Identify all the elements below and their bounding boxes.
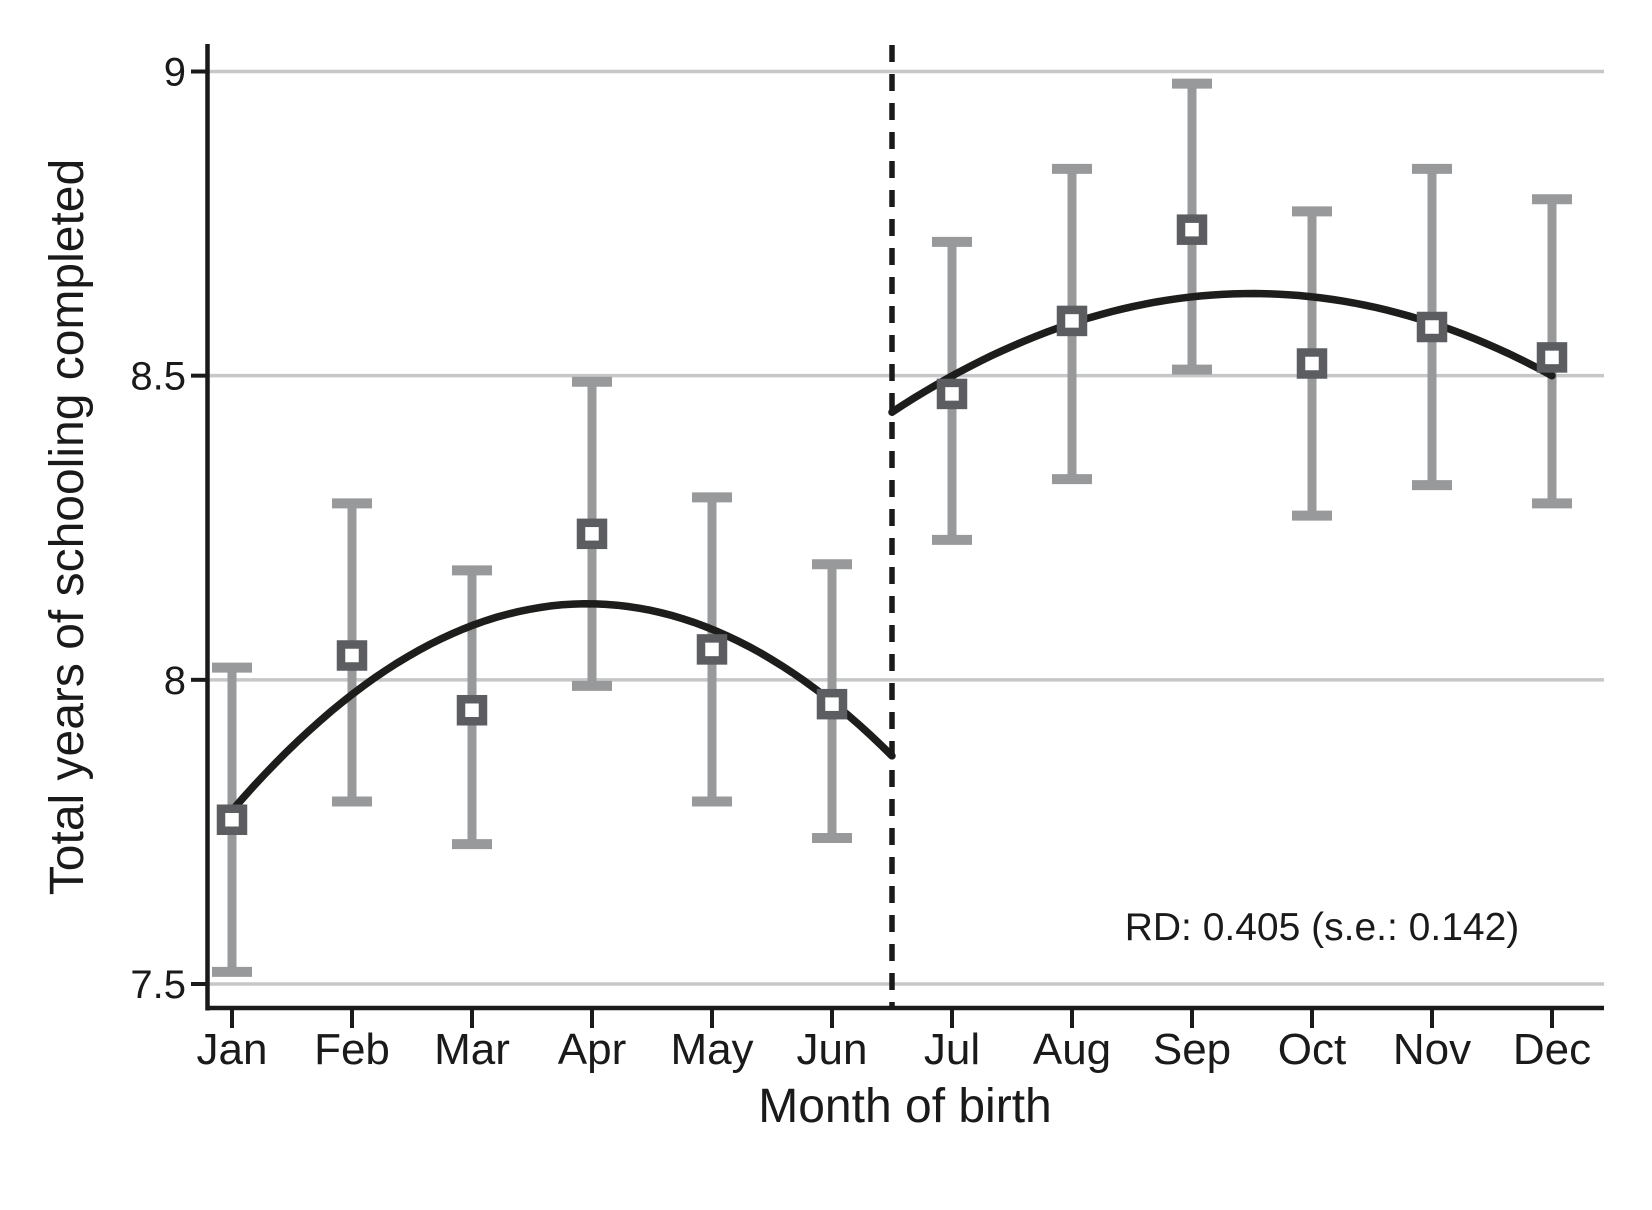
rd-estimate-annotation: RD: 0.405 (s.e.: 0.142): [1125, 906, 1520, 949]
marker-jul: [936, 378, 968, 410]
marker-aug: [1056, 305, 1088, 337]
marker-apr: [576, 518, 608, 550]
x-axis-tick-labels: Jan Feb Mar Apr May Jun Jul Aug Sep Oct Nov Dec: [197, 1025, 1592, 1074]
x-tick-label-feb: Feb: [314, 1025, 390, 1074]
marker-sep: [1176, 214, 1208, 245]
x-tick-label-oct: Oct: [1278, 1025, 1346, 1074]
x-axis-ticks: [230, 1008, 1554, 1028]
x-tick-label-mar: Mar: [434, 1025, 510, 1074]
y-axis-tick-labels: 7.5 8 8.5 9: [130, 51, 186, 1007]
x-tick-label-jun: Jun: [797, 1025, 868, 1074]
y-tick-label-9: 9: [164, 51, 186, 95]
x-tick-label-nov: Nov: [1393, 1025, 1471, 1074]
quadratic-fit-post-cutoff: [888, 289, 1556, 416]
x-tick-label-apr: Apr: [558, 1025, 626, 1074]
y-tick-label-7.5: 7.5: [130, 963, 186, 1007]
marker-jan: [216, 804, 248, 835]
marker-jun: [816, 688, 848, 720]
x-axis-title: Month of birth: [758, 1080, 1051, 1133]
y-tick-label-8.5: 8.5: [130, 355, 186, 399]
x-tick-label-aug: Aug: [1033, 1025, 1111, 1074]
x-tick-label-jan: Jan: [197, 1025, 268, 1074]
y-axis-title: Total years of schooling completed: [41, 159, 94, 895]
quadratic-fit-pre-cutoff: [228, 600, 896, 815]
x-tick-label-jul: Jul: [924, 1025, 980, 1074]
marker-feb: [336, 640, 368, 671]
gridlines: [207, 69, 1604, 986]
x-tick-label-may: May: [670, 1025, 753, 1074]
x-tick-label-sep: Sep: [1153, 1025, 1231, 1074]
marker-mar: [456, 694, 488, 726]
y-tick-label-8: 8: [164, 659, 186, 703]
marker-nov: [1416, 311, 1448, 343]
marker-may: [696, 634, 728, 665]
marker-dec: [1536, 342, 1568, 373]
marker-oct: [1296, 348, 1328, 379]
x-tick-label-dec: Dec: [1513, 1025, 1591, 1074]
y-axis-ticks: [191, 69, 206, 986]
data-markers: [216, 214, 1568, 835]
